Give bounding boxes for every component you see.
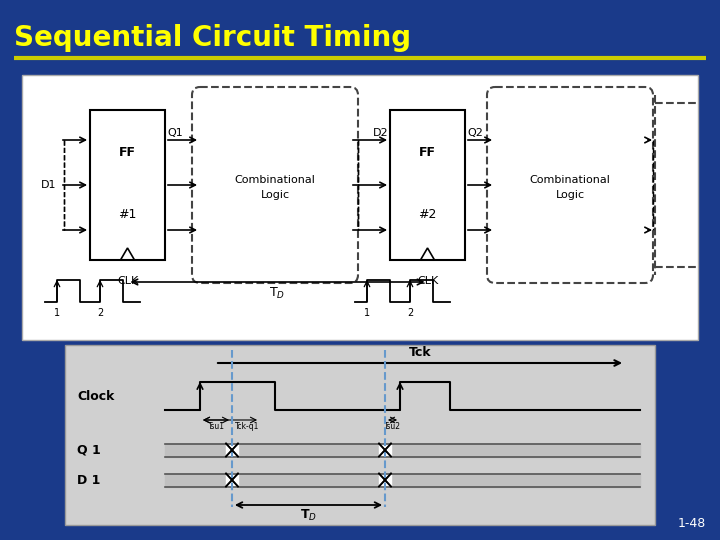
Text: FF: FF [419,145,436,159]
Text: CLK: CLK [117,276,138,286]
Text: #1: #1 [118,208,137,221]
Bar [65,345,655,525]
FancyBboxPatch shape [192,87,358,283]
Text: FF: FF [119,145,136,159]
Text: Tck-q1: Tck-q1 [235,422,259,431]
Text: 1-48: 1-48 [678,517,706,530]
Text: Logic: Logic [555,190,585,200]
Text: Logic: Logic [261,190,289,200]
Bar [90,110,165,260]
Text: Tsu1: Tsu1 [207,422,225,431]
FancyBboxPatch shape [487,87,653,283]
Text: Q1: Q1 [167,128,183,138]
Bar [22,75,698,340]
Text: T$_D$: T$_D$ [300,508,317,523]
Text: 2: 2 [407,308,413,318]
Text: D1: D1 [40,180,56,190]
Text: 1: 1 [364,308,370,318]
Text: D 1: D 1 [77,474,100,487]
Text: Clock: Clock [77,389,114,402]
Text: Q2: Q2 [467,128,483,138]
Text: Combinational: Combinational [530,175,611,185]
Text: #2: #2 [418,208,437,221]
Text: T$_D$: T$_D$ [269,286,286,301]
Text: Sequential Circuit Timing: Sequential Circuit Timing [14,24,411,52]
Text: 2: 2 [97,308,103,318]
Text: 1: 1 [54,308,60,318]
Text: CLK: CLK [417,276,438,286]
Text: Q 1: Q 1 [77,443,101,456]
Text: Tck: Tck [409,346,431,359]
Bar [390,110,465,260]
Text: D2: D2 [372,128,388,138]
Text: Combinational: Combinational [235,175,315,185]
Text: Tsu2: Tsu2 [384,422,401,431]
